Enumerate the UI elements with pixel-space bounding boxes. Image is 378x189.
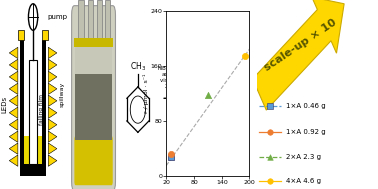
FancyBboxPatch shape [74,136,113,185]
Bar [74,38,113,47]
Text: NBS (1.05 eq)
acetonitrile
visible light,
25-30 °C: NBS (1.05 eq) acetonitrile visible light… [158,66,196,89]
Polygon shape [48,155,57,166]
Text: CH$_3$: CH$_3$ [130,61,146,73]
Polygon shape [48,59,57,70]
Bar [18,30,25,40]
Text: CH$_2$Br: CH$_2$Br [197,61,223,73]
Circle shape [28,4,38,30]
Polygon shape [48,107,57,119]
Polygon shape [253,0,344,110]
Bar [76,40,112,74]
Polygon shape [9,47,18,59]
Polygon shape [48,95,57,106]
Polygon shape [9,95,18,106]
Polygon shape [48,131,57,142]
Bar [88,0,93,42]
Polygon shape [9,131,18,142]
Text: scale-up × 10: scale-up × 10 [263,18,339,73]
X-axis label: $q_{emitted}$ / μmol · s⁻¹: $q_{emitted}$ / μmol · s⁻¹ [178,188,238,189]
Bar [42,30,48,40]
Text: falling film: falling film [39,94,43,125]
Text: LEDs: LEDs [1,95,7,112]
Text: 1×A 0.92 g: 1×A 0.92 g [286,129,326,135]
Bar [29,60,37,164]
Polygon shape [48,143,57,154]
Text: 1×A 0.46 g: 1×A 0.46 g [286,103,326,109]
Text: pump: pump [48,14,68,20]
Text: spillway: spillway [60,82,65,107]
FancyBboxPatch shape [71,6,115,189]
Polygon shape [9,107,18,119]
Text: 2×A 2.3 g: 2×A 2.3 g [286,154,321,160]
Bar [42,40,46,176]
Polygon shape [9,143,18,154]
Y-axis label: r / μmol · s⁻¹: r / μmol · s⁻¹ [143,74,149,113]
Polygon shape [48,71,57,83]
Point [168,152,174,155]
Bar [76,74,112,140]
Bar [20,164,46,176]
Point [205,93,211,96]
Polygon shape [48,119,57,130]
Bar [25,136,42,164]
Point [267,155,273,158]
Polygon shape [9,155,18,166]
Point [242,54,248,57]
Point [267,104,273,107]
Polygon shape [9,83,18,94]
Bar [104,0,110,42]
Polygon shape [9,59,18,70]
Polygon shape [48,83,57,94]
Bar [78,0,84,42]
Polygon shape [9,119,18,130]
Point [267,180,273,183]
Text: 4×A 4.6 g: 4×A 4.6 g [286,178,321,184]
Bar [97,0,102,42]
Polygon shape [48,47,57,59]
Bar [20,40,25,176]
Point [267,131,273,134]
Point [168,155,174,158]
Polygon shape [9,71,18,83]
